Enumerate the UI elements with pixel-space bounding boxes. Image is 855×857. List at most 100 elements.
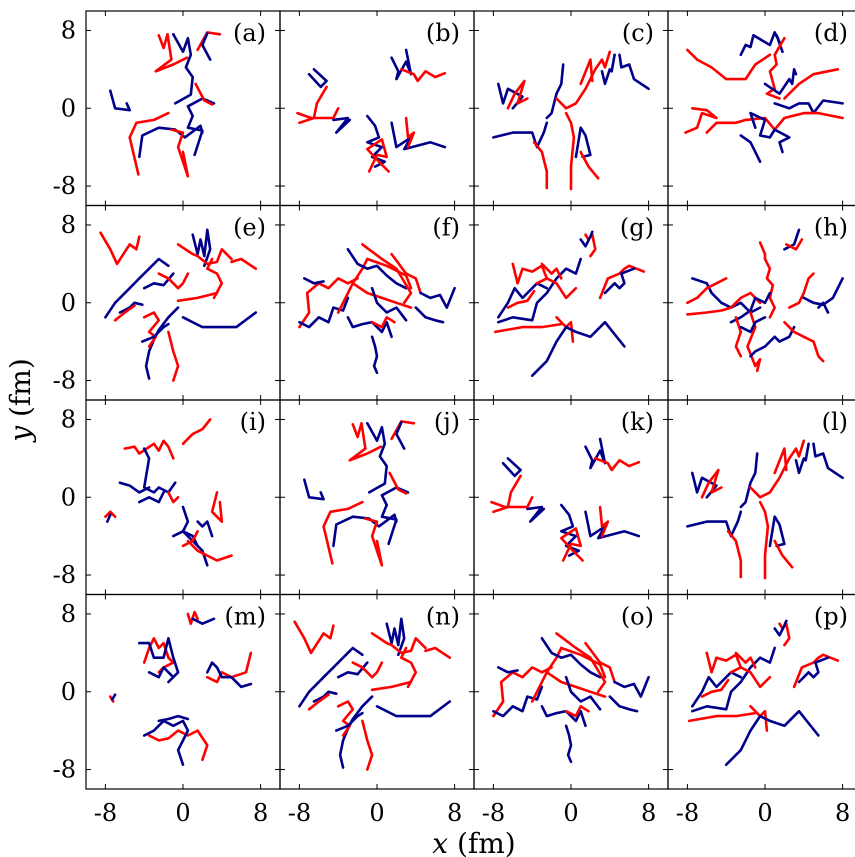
blue-trajectory [172,529,199,548]
blue-trajectory [763,68,798,95]
x-tick-label: 8 [641,799,656,827]
red-trajectory [104,510,117,519]
panel: (g) [473,204,669,401]
y-tick-label: 8 [61,405,76,433]
red-trajectory [506,289,536,309]
blue-trajectory [118,481,151,494]
red-trajectory [113,304,136,322]
x-tick-label: 0 [369,799,384,827]
blue-trajectory [690,277,762,314]
red-trajectory [167,491,180,504]
trajectory-group [298,243,456,375]
red-trajectory [535,277,578,300]
tick-marks [280,594,474,789]
panel-label: (b) [426,19,460,47]
red-trajectory [99,231,141,266]
blue-trajectory [501,457,522,478]
red-trajectory [792,653,840,689]
panel: (b) [279,10,475,207]
red-trajectory [758,500,770,580]
blue-trajectory [138,636,180,684]
x-tick-label: -8 [94,799,117,827]
x-tick-label: 8 [835,799,850,827]
red-trajectory [322,500,364,565]
blue-trajectory [157,714,190,723]
panel: (m) [85,593,281,790]
panel-label: (c) [622,19,654,47]
blue-trajectory [739,31,784,57]
blue-trajectory [564,724,573,764]
red-trajectory [170,128,190,178]
x-axis-title: x (fm) [432,827,515,857]
red-trajectory [784,238,804,251]
y-tick-label: -8 [53,756,76,784]
red-trajectory [361,243,413,305]
y-tick-label: -8 [53,561,76,589]
blue-trajectory [147,666,175,679]
red-trajectory [351,281,413,309]
red-trajectory [293,620,335,655]
red-trajectory [700,678,730,698]
red-trajectory [734,651,757,669]
blue-trajectory [817,301,830,314]
red-trajectory [167,330,180,382]
red-trajectory [186,539,233,562]
red-trajectory [686,291,762,316]
red-trajectory [686,48,772,81]
blue-trajectory [686,510,743,538]
red-trajectory [555,315,575,343]
blue-trajectory [492,121,549,149]
blue-trajectory [773,99,844,115]
red-trajectory [564,111,576,191]
blue-trajectory [496,257,583,324]
panels-layer: (a) (b) (c) (d) (e) (f) (g) (h) (i) (j) (k) (l) (m) (… [85,10,855,790]
red-trajectory [142,311,161,348]
red-trajectory [598,264,646,300]
red-trajectory [511,262,549,285]
red-trajectory [230,257,258,271]
red-trajectory [154,32,189,73]
red-trajectory [758,241,777,319]
panel: (p) [667,593,855,790]
blue-trajectory [312,690,338,703]
blue-trajectory [618,53,650,91]
red-trajectory [726,529,743,579]
trajectory-group [493,230,646,378]
red-trajectory [336,700,355,737]
panel-label: (n) [426,603,460,631]
blue-trajectory [724,709,820,767]
panel-label: (a) [233,19,266,47]
red-trajectory [348,421,383,462]
red-trajectory [765,36,786,100]
blue-trajectory [492,685,544,718]
tick-marks [280,205,474,400]
tick-marks [86,594,280,789]
x-tick-label: 0 [175,799,190,827]
red-trajectory [365,138,390,173]
red-trajectory [734,315,743,358]
red-trajectory [298,85,328,125]
red-trajectory [399,68,447,83]
blue-trajectory [110,693,117,701]
red-trajectory [424,646,452,660]
blue-trajectory [613,675,650,698]
panel: (c) [473,10,669,207]
blue-trajectory [768,515,786,548]
red-trajectory [545,670,607,698]
blue-trajectory [690,646,777,713]
red-trajectory [128,111,170,176]
blue-trajectory [191,228,212,268]
blue-trajectory [584,437,607,470]
red-trajectory [176,291,219,303]
blue-trajectory [574,126,592,159]
red-trajectory [492,666,553,718]
red-trajectory [157,272,190,290]
red-trajectory [307,693,330,711]
blue-trajectory [141,322,170,343]
panel-label: (i) [240,408,266,436]
red-trajectory [351,661,384,679]
blue-trajectory [332,116,352,134]
y-tick-label: -8 [53,172,76,200]
panel-label: (g) [620,214,654,242]
red-trajectory [181,529,199,548]
